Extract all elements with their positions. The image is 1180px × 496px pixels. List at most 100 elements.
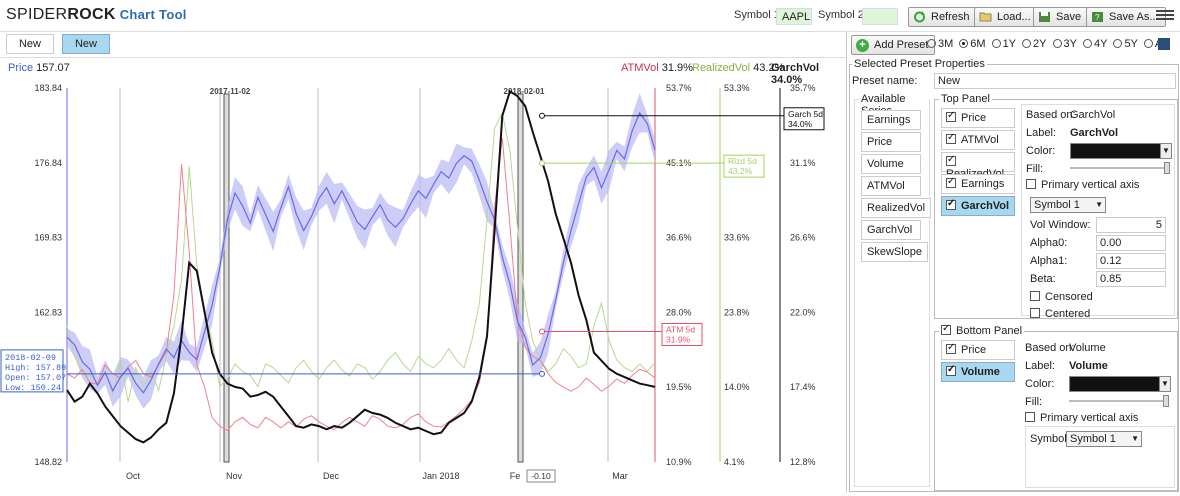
tooltip-line: High: 157.89 [5,363,66,373]
range-radio-4y[interactable]: 4Y [1082,38,1107,50]
bottom-series-item[interactable]: Price [941,340,1015,360]
range-radio-5y[interactable]: 5Y [1113,38,1138,50]
atm-vol-series-line [66,137,656,432]
ohlc-tooltip [0,349,64,393]
available-series-item[interactable]: Price [861,132,921,152]
top-series-item[interactable]: RealizedVol [941,152,1015,180]
flag-value: 43.2% [728,166,753,176]
checkbox-icon [1025,412,1035,422]
alpha0-label: Alpha0: [1030,237,1068,249]
alpha1-input[interactable]: 0.12 [1096,253,1166,269]
axis-tick-label: 28.0% [666,308,692,318]
chart-area[interactable]: 2017-11-02 2018-02-01 183.84 176.84 169.83 1… [0,76,846,493]
censored-checkbox[interactable]: Censored [1030,291,1093,303]
app-logo: SPIDERROCK Chart Tool [6,6,187,23]
alpha0-input[interactable]: 0.00 [1096,235,1166,251]
range-radio-3m[interactable]: 3M [927,38,953,50]
checkbox-icon [941,323,951,335]
cursor-point [539,370,545,377]
save-button[interactable]: Save [1033,7,1089,27]
add-preset-button[interactable]: + Add Preset [851,35,936,55]
checkbox-icon [946,154,956,166]
top-based-on-label: Based on: [1026,109,1076,121]
load-button[interactable]: Load... [974,7,1038,27]
top-primary-axis[interactable]: Primary vertical axis [1026,179,1139,191]
hamburger-menu-icon[interactable] [1156,8,1174,24]
garch-readout: GarchVol 34.0% [771,62,820,86]
save-as-button[interactable]: ? Save As... [1086,7,1166,27]
available-series-item[interactable]: GarchVol [861,220,921,240]
bottom-color-picker[interactable]: ▼ [1069,376,1171,392]
range-radio-1y[interactable]: 1Y [991,38,1016,50]
chart-svg[interactable]: 2017-11-02 2018-02-01 183.84 176.84 169.83 1… [0,76,846,493]
centered-checkbox[interactable]: Centered [1030,308,1090,320]
top-panel-group: Top Panel PriceATMVolRealizedVolEarnings… [934,93,1178,320]
bottom-symbol-label: Symbol: [1030,433,1070,445]
top-fill-slider[interactable] [1070,167,1170,169]
series-properties-box: Based on: GarchVol Label: GarchVol Color… [1021,104,1175,320]
vol-window-label: Vol Window: [1030,219,1091,231]
bottom-primary-axis[interactable]: Primary vertical axis [1025,412,1138,424]
axis-tick-label: 12.8% [790,457,816,467]
selected-preset-title: Selected Preset Properties [852,58,987,70]
top-fill-thumb[interactable] [1164,162,1170,174]
axis-tick-label: 183.84 [34,83,62,93]
realized-vol-series-line [66,111,656,403]
top-color-picker[interactable]: ▼ [1070,143,1172,159]
price-readout: Price 157.07 [8,62,70,74]
tab-new-2[interactable]: New [62,34,110,54]
range-radio-3y[interactable]: 3Y [1052,38,1077,50]
bottom-label-input[interactable]: Volume [1065,358,1171,374]
symbol2-input[interactable] [862,8,898,25]
save-as-icon: ? [1092,12,1103,22]
available-series-item[interactable]: Earnings [861,110,921,130]
top-series-item[interactable]: Earnings [941,174,1015,194]
available-series-item[interactable]: SkewSlope [861,242,929,262]
radio-icon [927,39,936,48]
tab-new-1[interactable]: New [6,34,54,54]
refresh-label: Refresh [931,11,970,23]
symbol1-input[interactable]: AAPL [776,8,812,25]
top-symbol-dropdown[interactable]: Symbol 1 ▼ [1030,197,1106,213]
top-label-input[interactable]: GarchVol [1066,125,1172,141]
available-series-item[interactable]: Volume [861,154,921,174]
range-radio-6m[interactable]: 6M [959,38,986,50]
bottom-series-item[interactable]: Volume [941,362,1015,382]
flag-name: Garch 5d [788,109,823,119]
bottom-fill-thumb[interactable] [1163,395,1169,407]
beta-input[interactable]: 0.85 [1096,271,1166,287]
chevron-down-icon: ▼ [1131,434,1139,443]
top-series-item[interactable]: GarchVol [941,196,1015,216]
axis-tick-label: 148.82 [34,457,62,467]
event-marker [223,93,230,463]
top-color-label: Color: [1026,145,1056,157]
value-flag [723,154,765,178]
value-flag [783,107,825,131]
cursor-point [539,160,545,167]
bottom-fill-slider[interactable] [1069,400,1169,402]
chevron-down-icon: ▼ [1160,144,1171,158]
bottom-symbol-dropdown[interactable]: Symbol 1 ▼ [1066,431,1142,447]
top-series-item[interactable]: Price [941,108,1015,128]
top-fill-label: Fill: [1026,163,1044,175]
preset-name-input[interactable]: New [934,73,1176,89]
axis-tick-label: 10.9% [666,457,692,467]
top-series-item[interactable]: ATMVol [941,130,1015,150]
bottom-panel-title[interactable]: Bottom Panel [939,323,1025,337]
bottom-label-label: Label: [1025,360,1055,372]
available-series-item[interactable]: RealizedVol [861,198,932,218]
top-based-on-value: GarchVol [1070,109,1116,121]
value-flag [661,322,703,346]
checkbox-icon [1030,291,1040,301]
range-radio-2y[interactable]: 2Y [1022,38,1047,50]
vol-window-input[interactable]: 5 [1096,217,1166,233]
refresh-button[interactable]: Refresh [908,7,977,27]
top-panel-title: Top Panel [939,93,992,105]
available-series-item[interactable]: ATMVol [861,176,921,196]
radio-icon [1113,39,1123,48]
axis-tick-label: 22.0% [790,307,816,317]
export-icon[interactable] [1158,38,1170,50]
flag-value: 31.9% [666,334,691,344]
atm-readout: ATMVol 31.9% [621,62,693,74]
preset-name-label: Preset name: [852,75,918,87]
